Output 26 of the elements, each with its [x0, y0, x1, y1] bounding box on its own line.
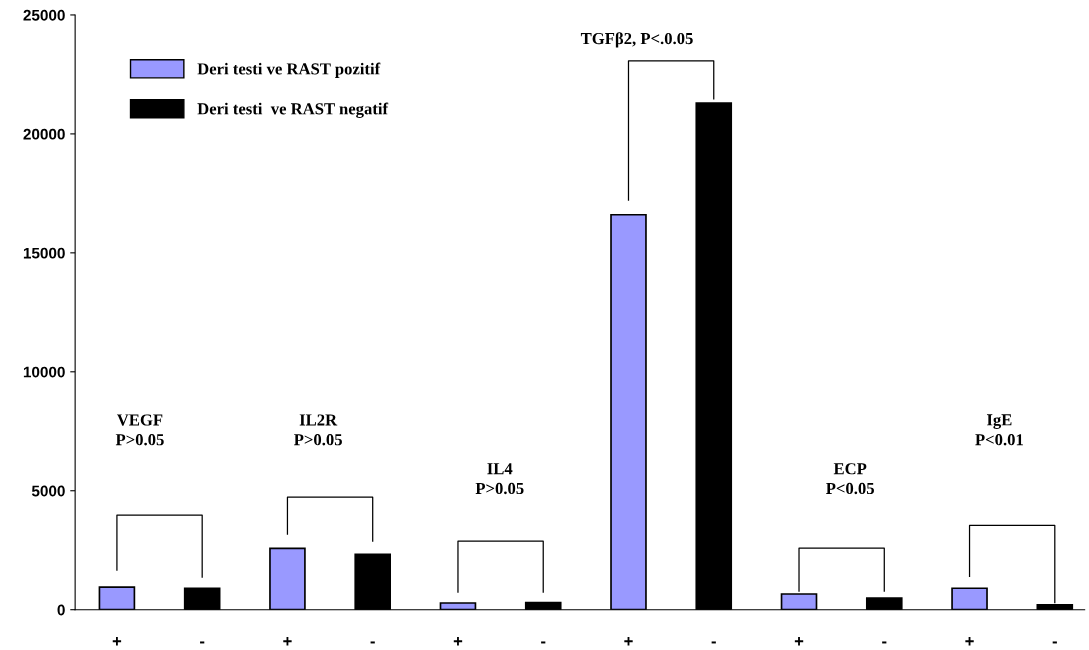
legend-label: Deri testi ve RAST pozitif [197, 62, 381, 78]
x-tick-label: + [453, 637, 463, 646]
x-tick-label: - [711, 641, 716, 644]
annotation: IL2R P>0.05 [294, 414, 342, 446]
y-tick-label: 25000 [23, 9, 65, 21]
legend-label: Deri testi ve RAST negatif [197, 102, 389, 118]
x-tick-label: - [1052, 641, 1057, 644]
annotation: IgE P<0.01 [975, 414, 1023, 446]
y-tick-label: 10000 [23, 366, 65, 378]
annotation: TGFβ2, P<.0.05 [580, 32, 693, 48]
x-tick-label: - [200, 641, 205, 644]
annotation: IL4 P>0.05 [475, 463, 524, 495]
x-tick-label: - [370, 641, 375, 644]
y-tick-label: 20000 [23, 128, 65, 140]
x-tick-label: + [794, 637, 804, 646]
annotation: VEGF P>0.05 [115, 414, 164, 446]
x-tick-label: + [624, 637, 633, 646]
y-tick-label: 5000 [31, 485, 65, 497]
x-tick-label: + [965, 637, 974, 646]
x-tick-label: - [882, 641, 887, 644]
x-tick-label: - [541, 641, 546, 644]
x-tick-label: + [112, 637, 122, 646]
y-tick-label: 0 [57, 604, 65, 616]
annotation: ECP P<0.05 [826, 463, 874, 495]
y-tick-label: 15000 [23, 247, 65, 259]
x-tick-label: + [283, 637, 292, 646]
